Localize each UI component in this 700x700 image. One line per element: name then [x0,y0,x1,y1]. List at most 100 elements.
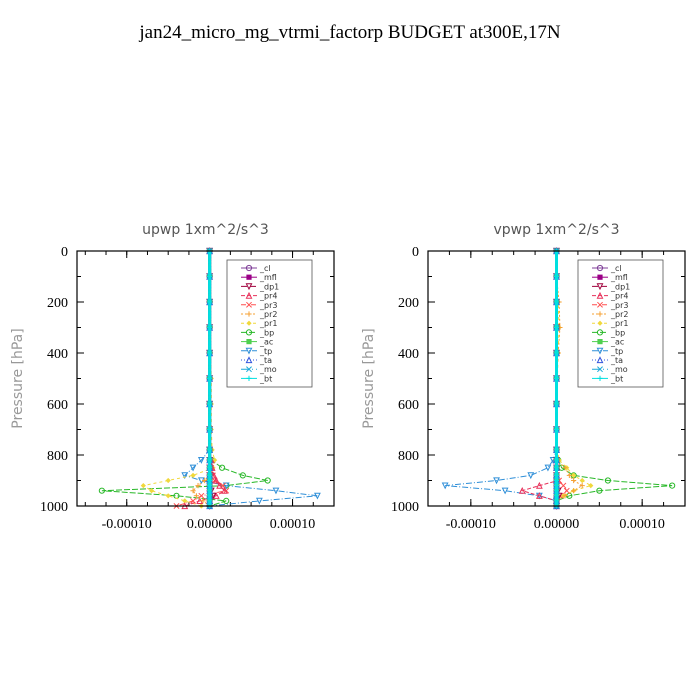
data-point [207,375,213,382]
legend-label: _mfl [259,273,277,282]
data-point [553,401,560,407]
y-tick-label: 0 [412,245,419,260]
legend-marker [597,311,603,317]
data-point [571,488,577,494]
data-point [553,324,560,331]
legend-item-bp: _bp [241,328,274,337]
data-point [223,497,230,504]
legend-label: _tp [610,347,623,356]
data-point [579,483,585,489]
y-tick-label: 600 [398,398,419,413]
legend-marker [596,291,604,299]
series-line [520,251,559,506]
x-tick-label: 0.00010 [270,517,316,532]
data-point [207,350,213,356]
legend-label: _tp [259,347,272,356]
data-point [216,481,224,489]
legend-label: _mfl [610,273,628,282]
legend-label: _pr3 [259,301,277,310]
legend-item-pr1: _pr1 [592,319,628,328]
data-point [207,493,213,499]
legend-item-mo: _mo [241,365,277,374]
legend-marker [246,366,252,373]
legend-marker [246,301,252,308]
legend-item-cl: _cl [241,264,271,273]
data-point [553,299,560,305]
series-line [141,251,216,507]
data-point [207,299,213,305]
data-point [441,482,449,490]
legend-item-bt: _bt [592,374,623,383]
legend-item-pr2: _pr2 [592,310,628,319]
legend-label: _mo [610,365,628,374]
legend-marker [597,339,603,345]
legend-label: _pr3 [610,301,628,310]
data-point [200,498,206,504]
y-tick-label: 400 [398,347,419,362]
legend-item-pr3: _pr3 [241,301,277,310]
legend-marker [597,375,603,381]
x-tick-label: -0.00010 [102,517,152,532]
data-point [314,492,321,500]
data-point [562,493,568,499]
x-tick-label: 0.00000 [187,517,233,532]
legend-item-pr3: _pr3 [592,301,628,310]
legend-label: _ac [610,338,624,347]
data-point [207,498,213,504]
legend-marker [596,283,604,291]
data-point [535,481,543,489]
legend-item-mfl: _mfl [241,273,277,282]
legend-item-ta: _ta [241,356,272,365]
legend-item-mfl: _mfl [592,273,628,282]
data-point [222,482,230,490]
x-tick-label: -0.00010 [446,517,496,532]
data-point [562,465,568,471]
series-bt [207,248,213,509]
legend-marker [246,375,252,381]
data-point [544,464,552,472]
data-point [553,488,560,494]
data-point [189,464,197,472]
legend-marker [596,329,604,336]
data-point [553,375,560,382]
data-point [218,464,226,471]
legend-marker [246,274,252,280]
legend-item-bt: _bt [241,374,272,383]
series-line [184,251,226,507]
legend-item-pr2: _pr2 [241,310,277,319]
data-point [207,457,213,463]
legend-marker [246,311,252,317]
data-point [571,472,577,478]
x-tick-label: 0.00010 [619,517,665,532]
data-point [239,472,246,479]
data-point [207,273,213,280]
data-point [190,472,196,478]
legend-label: _pr1 [259,319,277,328]
data-point [212,457,218,463]
data-point [195,483,201,489]
legend-label: _cl [259,264,271,273]
legend-label: _pr4 [259,292,277,301]
figure-title: jan24_micro_mg_vtrmi_factorp BUDGET at30… [139,22,561,43]
data-point [202,477,208,484]
data-point [560,482,567,489]
legend-label: _ta [259,356,272,365]
legend-marker [245,347,253,355]
y-tick-label: 1000 [391,500,419,515]
legend-label: _mo [259,365,277,374]
data-point [264,477,271,484]
legend-label: _pr1 [610,319,628,328]
legend-box [226,259,313,388]
data-point [553,483,560,489]
legend-marker [246,339,252,345]
legend-item-tp: _tp [592,347,623,356]
legend-label: _bp [610,328,625,337]
legend-label: _pr2 [610,310,628,319]
upwp-panel: upwp 1xm^2/s^3 Pressure [hPa] 0 200 400 600 80… [10,222,335,532]
series-tp [441,247,560,510]
data-point [207,488,213,494]
data-point [579,477,585,484]
legend-marker [245,283,253,291]
data-point [190,497,197,504]
